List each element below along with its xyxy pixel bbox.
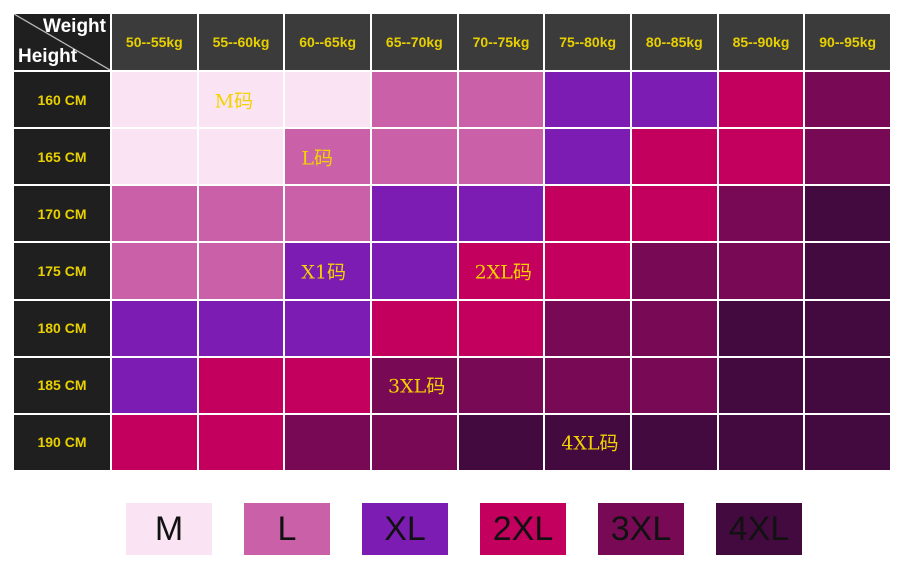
height-row-header: 180 CM: [14, 300, 110, 356]
size-chart-grid: Weight Height 50--55kg 55--60kg 60--65kg 65--…: [14, 14, 890, 470]
size-cell: [631, 186, 717, 242]
size-cell: [718, 243, 804, 299]
size-cell: [718, 129, 804, 185]
size-cell: [198, 357, 284, 413]
size-cell: [805, 72, 890, 128]
size-cell: [718, 414, 804, 470]
size-cell: [458, 357, 544, 413]
size-cell: [718, 300, 804, 356]
size-cell: [545, 357, 630, 413]
size-cell: [198, 414, 284, 470]
size-cell: [805, 243, 890, 299]
size-cell: [805, 414, 890, 470]
weight-column-header: 55--60kg: [198, 14, 284, 70]
size-cell: [198, 186, 284, 242]
size-cell: [112, 414, 197, 470]
size-cell: [805, 129, 890, 185]
height-row-header: 170 CM: [14, 186, 110, 242]
size-cell: [285, 414, 370, 470]
weight-column-header: 50--55kg: [112, 14, 197, 70]
size-cell: [458, 186, 544, 242]
size-cell: [371, 129, 457, 185]
size-cell: [545, 129, 630, 185]
size-cell: [718, 186, 804, 242]
size-cell: 2XL码: [458, 243, 544, 299]
weight-column-header: 60--65kg: [285, 14, 370, 70]
size-cell: [285, 300, 370, 356]
size-cell: [371, 300, 457, 356]
size-cell: L码: [285, 129, 370, 185]
size-cell: [631, 357, 717, 413]
size-cell: [371, 186, 457, 242]
size-cell: [545, 300, 630, 356]
size-cell: [805, 186, 890, 242]
size-legend: M L XL 2XL 3XL 4XL: [126, 503, 802, 555]
size-cell: [112, 243, 197, 299]
size-cell: [112, 357, 197, 413]
size-cell: [545, 72, 630, 128]
size-cell: [718, 72, 804, 128]
legend-swatch: L: [244, 503, 330, 555]
size-cell: [371, 414, 457, 470]
size-cell: [112, 186, 197, 242]
size-cell: [371, 72, 457, 128]
weight-column-header: 70--75kg: [458, 14, 544, 70]
weight-column-header: 85--90kg: [718, 14, 804, 70]
height-axis-label: Height: [18, 46, 78, 67]
height-row-header: 185 CM: [14, 357, 110, 413]
size-cell-label: 2XL码: [474, 261, 532, 284]
size-cell: X1码: [285, 243, 370, 299]
size-cell: [112, 129, 197, 185]
legend-swatch: 3XL: [598, 503, 684, 555]
corner-header: Weight Height: [14, 14, 110, 70]
height-row-header: 175 CM: [14, 243, 110, 299]
legend-swatch: 4XL: [716, 503, 802, 555]
size-cell: [285, 72, 370, 128]
size-cell: [805, 357, 890, 413]
size-cell: [285, 357, 370, 413]
size-cell: [285, 186, 370, 242]
size-cell: [198, 243, 284, 299]
legend-swatch: 2XL: [480, 503, 566, 555]
size-cell: [198, 129, 284, 185]
size-cell-label: X1码: [301, 261, 346, 284]
size-cell: [458, 414, 544, 470]
size-cell: [458, 300, 544, 356]
size-cell: 3XL码: [371, 357, 457, 413]
legend-swatch: XL: [362, 503, 448, 555]
size-cell: [631, 300, 717, 356]
size-cell: 4XL码: [545, 414, 630, 470]
weight-axis-label: Weight: [43, 16, 106, 37]
size-cell: [718, 357, 804, 413]
size-cell: M码: [198, 72, 284, 128]
height-row-header: 165 CM: [14, 129, 110, 185]
size-cell: [631, 72, 717, 128]
size-cell-label: 3XL码: [387, 375, 446, 398]
size-cell-label: 4XL码: [561, 432, 619, 455]
size-cell: [371, 243, 457, 299]
weight-column-header: 65--70kg: [371, 14, 457, 70]
height-row-header: 160 CM: [14, 72, 110, 128]
size-cell: [805, 300, 890, 356]
weight-column-header: 80--85kg: [631, 14, 717, 70]
size-cell: [112, 300, 197, 356]
size-cell: [198, 300, 284, 356]
size-cell-label: M码: [214, 90, 254, 113]
weight-column-header: 90--95kg: [805, 14, 890, 70]
size-cell: [112, 72, 197, 128]
size-cell: [631, 414, 717, 470]
size-cell: [458, 129, 544, 185]
height-row-header: 190 CM: [14, 414, 110, 470]
legend-swatch: M: [126, 503, 212, 555]
size-cell: [545, 186, 630, 242]
size-cell: [458, 72, 544, 128]
size-cell: [631, 243, 717, 299]
size-cell: [631, 129, 717, 185]
weight-column-header: 75--80kg: [545, 14, 630, 70]
size-cell-label: L码: [301, 147, 333, 170]
size-cell: [545, 243, 630, 299]
